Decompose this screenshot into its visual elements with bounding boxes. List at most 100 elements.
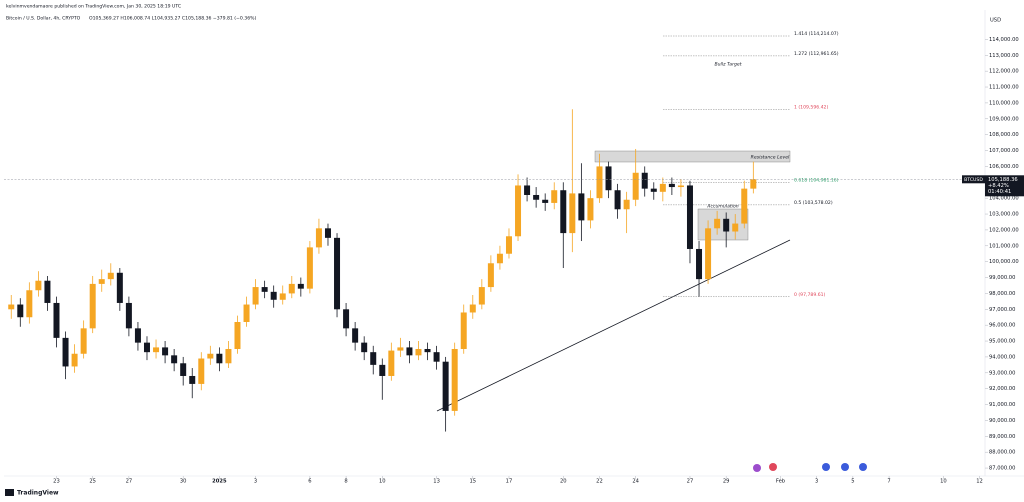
candle-body [243, 304, 250, 322]
y-tick-label: 103,000.00 [989, 212, 1019, 218]
x-tick-label: 5 [851, 479, 854, 485]
y-tick-label: 96,000.00 [989, 323, 1015, 329]
candle-body [505, 236, 512, 254]
candle-body [98, 279, 105, 284]
candle-body [723, 218, 730, 232]
candle-body [361, 342, 368, 353]
fib-label: 1 (109,596.42) [794, 104, 828, 110]
y-tick-label: 106,000.00 [989, 164, 1019, 170]
candle-body [334, 237, 341, 310]
x-tick-label: 24 [632, 479, 639, 485]
y-tick-label: 99,000.00 [989, 275, 1015, 281]
candle-body [35, 280, 42, 291]
candle-body [17, 304, 24, 318]
candle-body [44, 280, 51, 303]
annotation: Accumulation [706, 204, 738, 210]
candle-body [125, 302, 132, 329]
candle-body [578, 193, 585, 221]
candle-body [53, 302, 60, 338]
candle-body [533, 194, 540, 200]
candle-body [324, 228, 331, 238]
candle-body [207, 353, 214, 359]
candle-body [741, 188, 748, 224]
resistance-zone [594, 150, 791, 163]
fib-label: 1.272 (112,961.65) [794, 51, 839, 57]
y-tick-label: 110,000.00 [989, 100, 1019, 106]
y-tick-label: 97,000.00 [989, 307, 1015, 313]
candle-body [189, 375, 196, 384]
y-tick-label: 107,000.00 [989, 148, 1019, 154]
candle-body [379, 364, 386, 376]
y-tick-label: 98,000.00 [989, 291, 1015, 297]
symbol-badge [962, 175, 985, 184]
candle-body [26, 290, 33, 318]
candle-body [560, 190, 567, 234]
x-tick-label: 27 [126, 479, 133, 485]
annotation: Resistance Level [751, 155, 790, 161]
x-tick-label: 29 [723, 479, 730, 485]
candle-body [306, 247, 313, 289]
candle-body [478, 287, 485, 305]
y-tick-label: 111,000.00 [989, 85, 1019, 91]
candle-body [162, 347, 169, 356]
candle-body [705, 228, 712, 280]
candle-body [632, 172, 639, 200]
candle-body [469, 304, 476, 313]
x-tick-label: 23 [53, 479, 60, 485]
y-tick-label: 104,000.00 [989, 196, 1019, 202]
fib-label: 0.618 (104,981.16) [794, 178, 839, 184]
candle-body [370, 352, 377, 365]
candle-body [732, 223, 739, 232]
y-tick-label: 101,000.00 [989, 243, 1019, 249]
candle-body [714, 218, 721, 229]
x-tick-label: 20 [560, 479, 567, 485]
countdown: 01:40:41 [988, 189, 1011, 195]
y-tick-label: 114,000.00 [989, 37, 1019, 43]
y-tick-label: 102,000.00 [989, 227, 1019, 233]
y-tick-label: 91,000.00 [989, 402, 1015, 408]
candle-body [569, 193, 576, 234]
price-label: 105,188.36 [988, 177, 1018, 183]
candle-body [614, 190, 621, 210]
y-tick-label: 100,000.00 [989, 259, 1019, 265]
candle-body [524, 185, 531, 195]
candle-body [460, 312, 467, 349]
x-tick-label: 6 [308, 479, 311, 485]
x-tick-label: 13 [433, 479, 440, 485]
candle-body [107, 272, 114, 280]
fib-label: 0.5 (103,578.02) [794, 200, 833, 206]
candle-body [542, 199, 549, 203]
candle-body [397, 347, 404, 351]
candle-body [696, 248, 703, 280]
candle-body [677, 185, 684, 188]
trend-line [436, 239, 791, 412]
candle-body [180, 363, 187, 376]
price-badge [985, 175, 1024, 197]
x-tick-label: 25 [89, 479, 96, 485]
x-tick-label: 15 [469, 479, 476, 485]
candle-body [352, 328, 359, 343]
candle-body [596, 166, 603, 199]
y-tick-label: 92,000.00 [989, 386, 1015, 392]
candle-body [623, 199, 630, 210]
candle-body [650, 188, 657, 192]
x-tick-label: 10 [940, 479, 947, 485]
change-label: +8.42% [988, 183, 1009, 189]
candle-body [71, 353, 78, 367]
candle-body [134, 328, 141, 343]
candle-body [587, 198, 594, 221]
candle-body [270, 291, 277, 300]
symbol-label: BTCUSD [964, 177, 983, 183]
y-tick-label: 88,000.00 [989, 450, 1015, 456]
candle-body [297, 283, 304, 289]
x-tick-label: 7 [887, 479, 890, 485]
candle-body [198, 358, 205, 384]
candle-body [668, 183, 675, 188]
x-tick-label: 27 [687, 479, 694, 485]
x-tick-label: 17 [506, 479, 513, 485]
logo [5, 489, 14, 496]
candle-body [496, 253, 503, 264]
y-tick-label: 89,000.00 [989, 434, 1015, 440]
candle-body [686, 185, 693, 249]
candle-body [551, 190, 558, 203]
